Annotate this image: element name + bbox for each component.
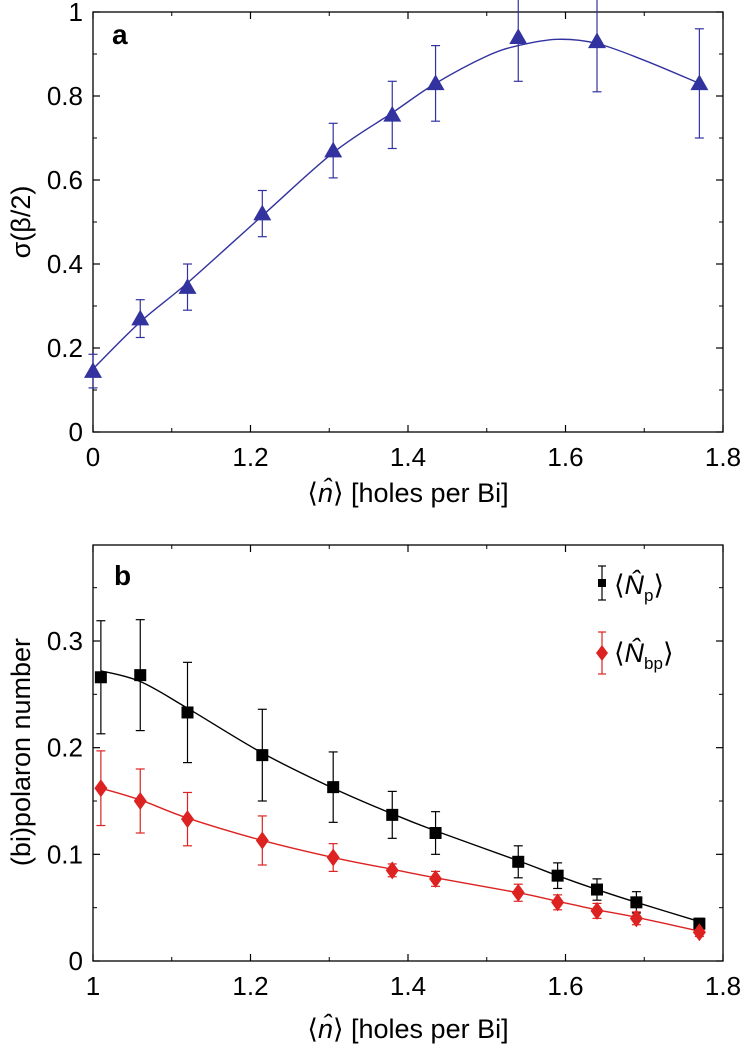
x-tick-label-b: 1.4	[390, 971, 426, 1001]
sigma-point	[690, 74, 709, 91]
nbp-point	[429, 869, 443, 888]
sigma-point	[383, 105, 402, 122]
y-tick-label-a: 0.6	[47, 165, 83, 195]
nbp-point	[551, 893, 565, 912]
nbp-point	[511, 883, 525, 902]
panel-a-axes-frame	[92, 11, 724, 433]
panel-a: 0 1.2 1.4 1.6 1.8 0 0.2 0.4 0.6 0.8 1 a σ(β/2) ⟨n̂…	[6, 0, 741, 508]
panel-b-xlabel-var: n̂	[318, 1014, 333, 1044]
sigma-point	[253, 204, 272, 221]
sigma-fit-line	[92, 38, 700, 370]
nbp-fit-line	[100, 787, 700, 932]
panel-a-xlabel-rest: ⟩ [holes per Bi]	[333, 478, 509, 508]
nbp-point	[94, 779, 108, 798]
legend-nbp-open: ⟨	[614, 638, 625, 668]
legend-np-text: ⟨N̂p⟩	[614, 570, 664, 605]
nbp-point	[181, 810, 194, 829]
legend-np-close: ⟩	[654, 570, 665, 600]
np-point	[591, 883, 603, 896]
panel-b-label: b	[114, 560, 131, 591]
nbp-point	[692, 923, 706, 942]
panel-b-xlabel-open: ⟨	[307, 1014, 318, 1044]
y-tick-label-a: 0	[69, 417, 83, 447]
panel-a-label: a	[112, 19, 128, 50]
x-tick-label-a: 1.2	[232, 442, 268, 472]
legend-np-marker	[598, 579, 606, 587]
y-tick-label-a: 1	[69, 0, 83, 27]
panel-b: 1 1.2 1.4 1.6 1.8 0 0.1 0.2 0.3 b (bi)polaron nu…	[6, 544, 741, 1044]
legend: ⟨N̂p⟩ ⟨N̂bp⟩	[596, 565, 674, 675]
x-tick-label-a: 1.8	[705, 442, 741, 472]
nbp-point	[133, 792, 147, 810]
y-tick-label-b: 0.3	[47, 626, 83, 656]
sigma-point	[324, 141, 343, 158]
nbp-point	[255, 831, 269, 850]
np-point	[94, 671, 107, 684]
panel-a-xlabel: ⟨n̂⟩ [holes per Bi]	[307, 478, 508, 508]
sigma-point	[131, 309, 150, 326]
np-point	[386, 808, 399, 821]
sigma-point	[178, 278, 197, 294]
panel-b-xlabel: ⟨n̂⟩ [holes per Bi]	[307, 1014, 508, 1044]
panel-b-ylabel: (bi)polaron number	[6, 638, 36, 866]
x-tick-label-b: 1	[86, 971, 100, 1001]
y-tick-label-a: 0.2	[47, 333, 83, 363]
np-point	[630, 896, 643, 909]
np-point	[551, 869, 564, 882]
np-point	[134, 669, 147, 682]
y-tick-label-b: 0	[69, 946, 83, 976]
legend-entry-nbp: ⟨N̂bp⟩	[596, 631, 674, 675]
x-tick-label-b: 1.2	[232, 971, 268, 1001]
y-tick-label-a: 0.4	[47, 249, 83, 279]
legend-entry-np: ⟨N̂p⟩	[598, 565, 664, 605]
nbp-point	[629, 909, 643, 928]
x-tick-label-a: 0	[86, 442, 100, 472]
legend-np-sub: p	[644, 586, 653, 605]
np-point	[256, 749, 269, 762]
panel-a-xlabel-open: ⟨	[307, 478, 318, 508]
x-tick-label-b: 1.8	[705, 971, 741, 1001]
nbp-point	[326, 848, 340, 867]
legend-nbp-var: N̂	[625, 638, 645, 668]
panel-a-ylabel: σ(β/2)	[6, 186, 36, 259]
np-point	[512, 855, 525, 868]
panel-a-xlabel-var: n̂	[318, 478, 333, 508]
y-tick-label-b: 0.2	[47, 733, 83, 763]
legend-nbp-marker	[596, 645, 608, 661]
sigma-point	[588, 32, 606, 49]
y-tick-label-b: 0.1	[47, 839, 83, 869]
legend-np-var: N̂	[625, 570, 645, 600]
legend-nbp-close: ⟩	[663, 638, 674, 668]
y-tick-label-a: 0.8	[47, 81, 83, 111]
np-point	[181, 706, 194, 719]
np-point	[429, 827, 442, 839]
legend-nbp-text: ⟨N̂bp⟩	[614, 638, 674, 673]
x-tick-label-a: 1.6	[547, 442, 583, 472]
legend-nbp-sub: bp	[644, 654, 663, 673]
x-tick-label-b: 1.6	[547, 971, 583, 1001]
np-point	[327, 781, 340, 794]
nbp-point	[385, 861, 399, 880]
legend-np-open: ⟨	[614, 570, 625, 600]
sigma-point	[509, 28, 528, 44]
x-tick-label-a: 1.4	[390, 442, 426, 472]
nbp-point	[590, 901, 604, 920]
panel-b-xlabel-rest: ⟩ [holes per Bi]	[333, 1014, 509, 1044]
sigma-point	[426, 74, 445, 91]
sigma-point	[84, 362, 102, 378]
